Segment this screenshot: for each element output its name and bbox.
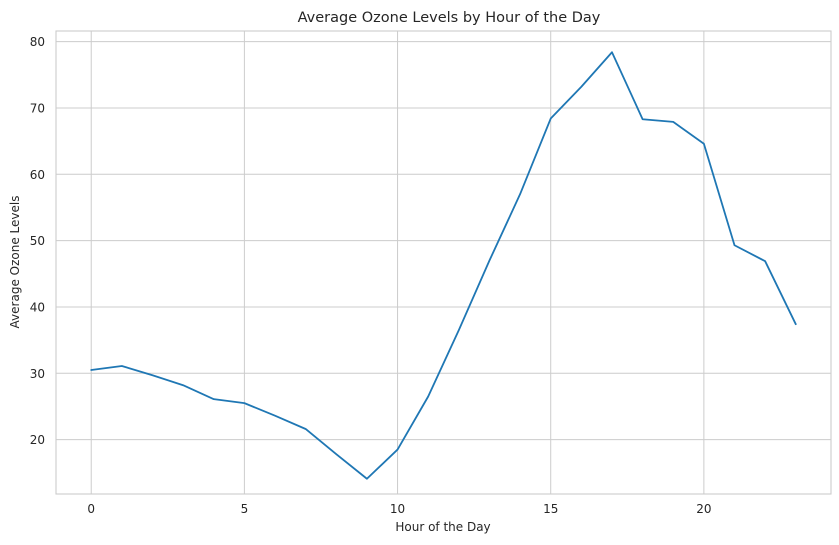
y-tick-label: 40 [30,300,45,314]
grid [56,31,831,494]
chart-title: Average Ozone Levels by Hour of the Day [298,10,601,26]
y-tick-label: 80 [30,35,45,49]
x-tick-label: 10 [390,502,405,516]
y-axis-label: Average Ozone Levels [8,196,22,329]
ticks: 0 5 10 15 20 20 30 40 50 60 70 80 [30,35,712,516]
series-layer [90,51,797,480]
plot-frame [55,30,832,495]
y-tick-label: 20 [30,433,45,447]
y-tick-label: 30 [30,367,45,381]
x-tick-label: 0 [87,502,95,516]
x-axis-label: Hour of the Day [395,520,490,534]
x-tick-label: 5 [241,502,249,516]
series-line [90,51,797,480]
y-tick-label: 60 [30,168,45,182]
x-tick-label: 15 [543,502,558,516]
y-tick-label: 70 [30,101,45,115]
x-tick-label: 20 [696,502,711,516]
y-tick-label: 50 [30,234,45,248]
